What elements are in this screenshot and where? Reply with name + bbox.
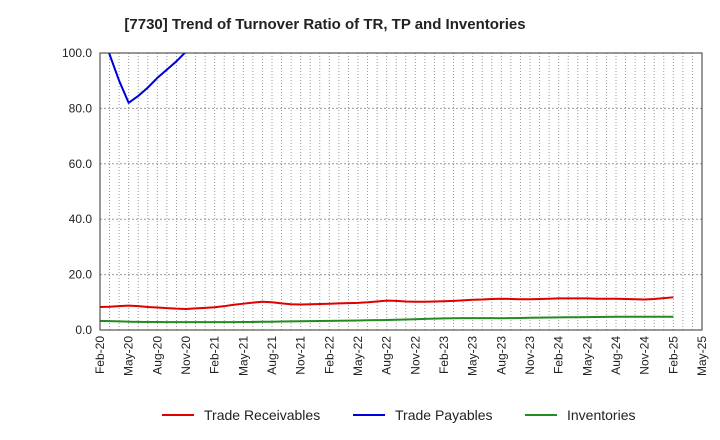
- y-tick-label: 40.0: [69, 212, 93, 226]
- x-tick-label: Aug-23: [494, 336, 508, 375]
- x-tick-label: May-25: [695, 336, 709, 376]
- x-tick-label: Feb-22: [322, 336, 336, 374]
- y-tick-label: 100.0: [62, 46, 92, 60]
- x-tick-label: Aug-22: [380, 336, 394, 375]
- x-tick-label: Feb-21: [208, 336, 222, 374]
- x-tick-label: Aug-21: [265, 336, 279, 375]
- x-tick-label: May-20: [122, 336, 136, 376]
- x-tick-label: Nov-24: [638, 336, 652, 375]
- legend-label-trade-payables: Trade Payables: [395, 407, 493, 423]
- series-line-inventories: [100, 315, 674, 324]
- x-tick-label: Feb-20: [93, 336, 107, 374]
- x-tick-label: May-21: [236, 336, 250, 376]
- x-tick-label: Aug-20: [150, 336, 164, 375]
- grid-lines: [100, 53, 702, 330]
- x-tick-label: Nov-21: [294, 336, 308, 375]
- series-lines: [100, 53, 674, 324]
- x-tick-label: Feb-24: [552, 336, 566, 374]
- x-tick-label: May-22: [351, 336, 365, 376]
- legend: Trade Receivables Trade Payables Inventori…: [162, 407, 635, 423]
- x-tick-label: Nov-23: [523, 336, 537, 375]
- legend-label-inventories: Inventories: [567, 407, 635, 423]
- x-tick-label: Nov-20: [179, 336, 193, 375]
- x-tick-label: Nov-22: [408, 336, 422, 375]
- axis-ticks: 0.0 20.0 40.0 60.0 80.0 100.0 Feb-20 May-20 Aug-…: [62, 46, 709, 376]
- x-tick-label: May-23: [466, 336, 480, 376]
- y-tick-label: 0.0: [75, 323, 92, 337]
- x-tick-label: May-24: [580, 336, 594, 376]
- x-tick-label: Aug-24: [609, 336, 623, 375]
- chart-title: [7730] Trend of Turnover Ratio of TR, TP…: [124, 16, 526, 33]
- x-tick-label: Feb-25: [666, 336, 680, 374]
- plot-frame: [99, 52, 703, 331]
- legend-label-trade-receivables: Trade Receivables: [204, 407, 320, 423]
- x-tick-label: Feb-23: [437, 336, 451, 374]
- y-tick-label: 60.0: [69, 157, 93, 171]
- series-line-trade-payables: [108, 53, 187, 104]
- y-tick-label: 20.0: [69, 268, 93, 282]
- y-tick-label: 80.0: [69, 101, 93, 115]
- series-line-trade-receivables: [100, 296, 674, 310]
